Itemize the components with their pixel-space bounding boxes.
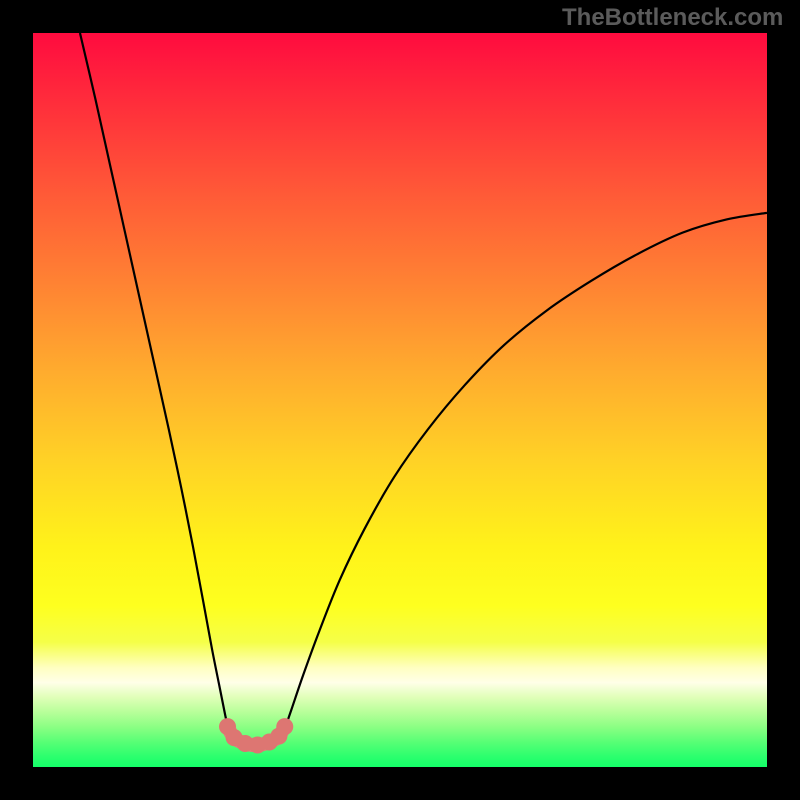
valley-dot xyxy=(276,718,293,735)
gradient-background xyxy=(33,33,767,767)
bottleneck-chart xyxy=(0,0,800,800)
watermark-text: TheBottleneck.com xyxy=(562,4,783,32)
